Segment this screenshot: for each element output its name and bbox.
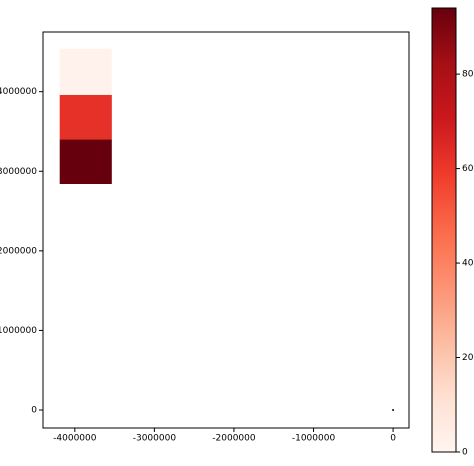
heatmap-cell [59,94,112,140]
x-tick-label: -4000000 [53,434,97,444]
x-tick-label: -1000000 [292,434,336,444]
point [392,409,395,412]
colorbar-tick-label: 0 [462,448,468,458]
plot-frame [42,31,410,429]
x-tick-label: -3000000 [133,434,177,444]
heatmap-cell [59,139,112,185]
colorbar-tick-label: 20 [462,353,474,363]
colorbar [431,7,457,453]
colorbar-tick-label: 40 [462,259,474,269]
y-tick-label: 2000000 [0,246,37,256]
heatmap-cell [59,48,112,95]
colorbar-tick-label: 60 [462,164,474,174]
y-tick-label: 4000000 [0,87,37,97]
colorbar-tick-label: 80 [462,70,474,80]
x-tick-label: -2000000 [212,434,256,444]
y-tick-label: 1000000 [0,326,37,336]
y-tick-label: 3000000 [0,167,37,177]
y-tick-label: 0 [31,406,37,416]
x-tick-label: 0 [390,434,396,444]
